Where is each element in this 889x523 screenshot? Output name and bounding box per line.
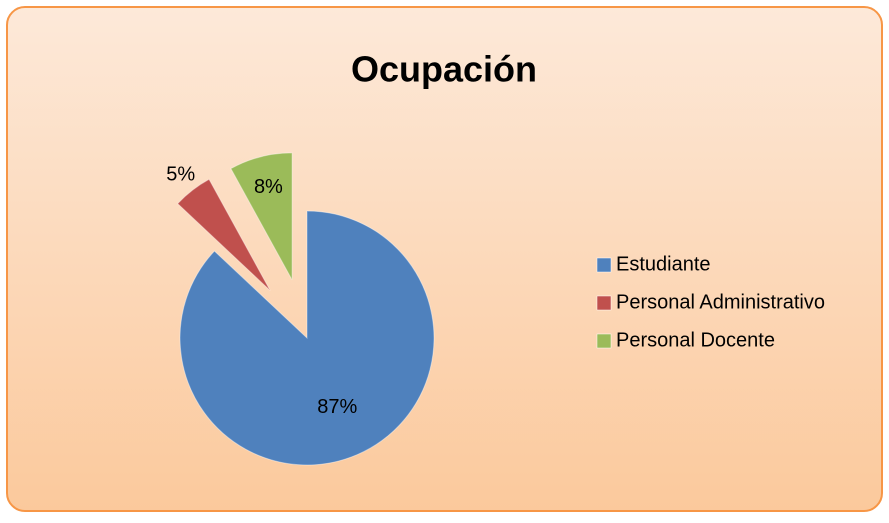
- legend-label: Estudiante: [616, 253, 711, 275]
- legend-swatch: [596, 257, 612, 273]
- legend-label: Personal Administrativo: [616, 291, 825, 313]
- pie-slice: [179, 210, 435, 466]
- data-label: 87%: [317, 396, 357, 418]
- legend-label: Personal Docente: [616, 329, 775, 351]
- chart-title: Ocupación: [351, 49, 537, 90]
- pie-slice: [176, 178, 271, 291]
- data-label: 5%: [166, 163, 195, 185]
- legend-swatch: [596, 295, 612, 311]
- data-label: 8%: [254, 176, 283, 198]
- pie-slice: [230, 152, 293, 281]
- legend-swatch: [596, 333, 612, 349]
